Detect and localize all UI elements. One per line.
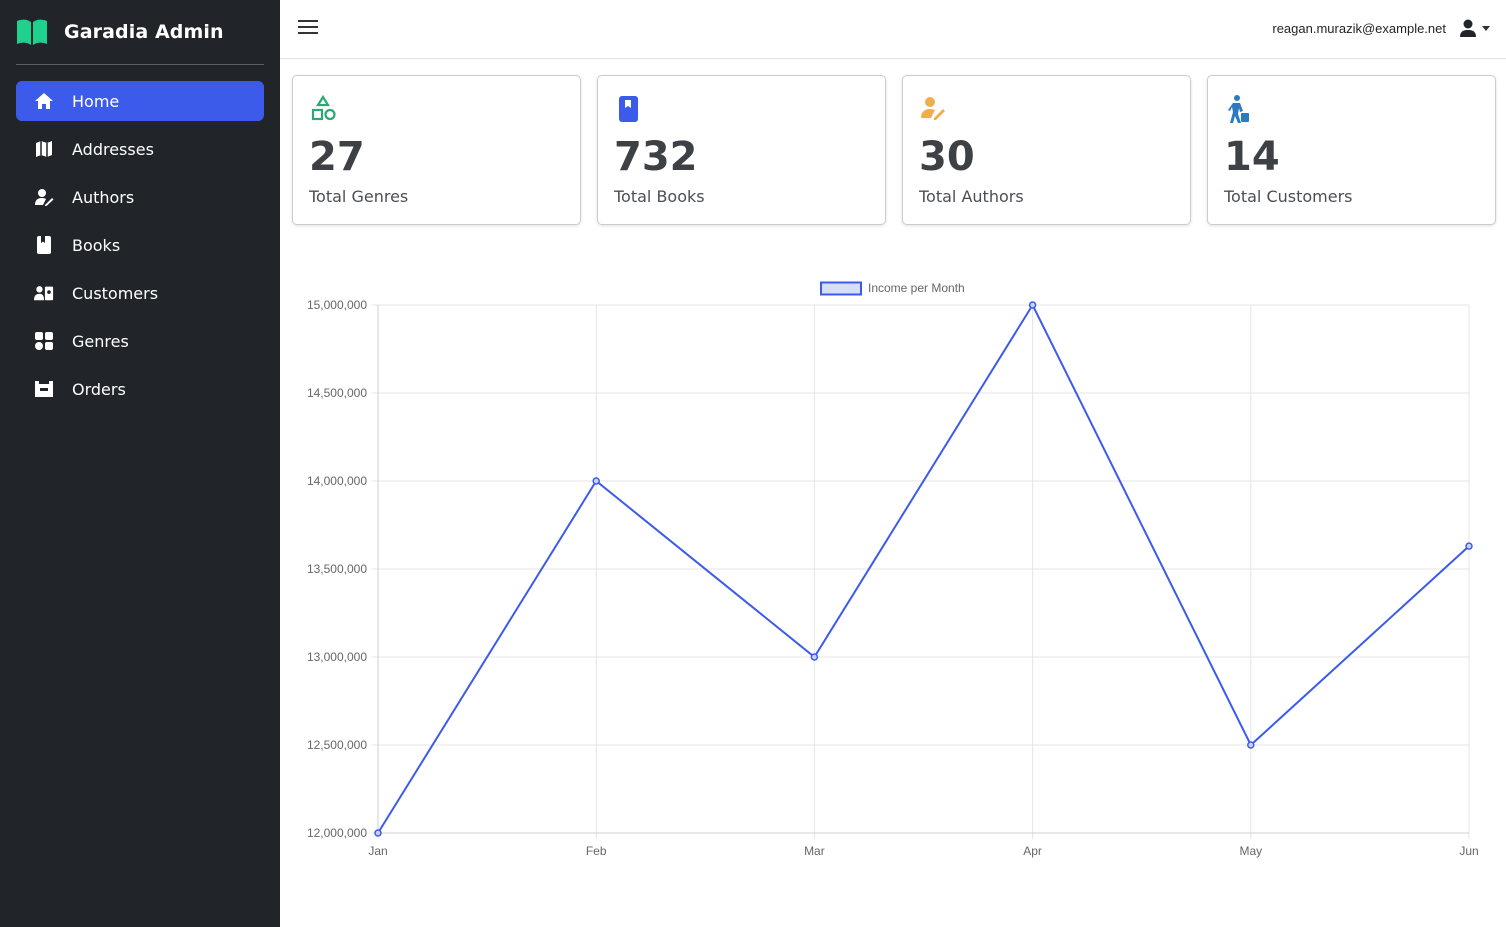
user-menu[interactable]: reagan.murazik@example.net (1272, 18, 1490, 38)
user-pen-icon (921, 97, 945, 120)
sidebar-item-label: Customers (72, 283, 159, 303)
stat-label: Total Authors (919, 187, 1024, 206)
data-point (1028, 301, 1037, 309)
home-icon (34, 91, 54, 111)
sidebar-item-label: Genres (72, 331, 129, 351)
sidebar-item-label: Books (72, 235, 121, 255)
income-line-chart: 15,000,000 14,500,000 14,000,000 13,500,000… (307, 281, 1479, 858)
sidebar-nav: Home Addresses Authors Books Customers (0, 81, 280, 409)
x-tick-label: May (1239, 844, 1262, 858)
data-point (1465, 542, 1473, 550)
shapes-icon (34, 331, 54, 351)
menu-toggle-icon[interactable] (298, 20, 318, 36)
brand[interactable]: Garadia Admin (0, 0, 280, 64)
y-tick-label: 13,000,000 (307, 650, 367, 664)
data-point (1247, 741, 1255, 749)
sidebar-item-home[interactable]: Home (16, 81, 264, 121)
stat-label: Total Customers (1224, 187, 1353, 206)
legend-label: Income per Month (868, 281, 965, 295)
stat-card-authors[interactable]: 30 Total Authors (902, 75, 1191, 225)
map-icon (34, 139, 54, 159)
y-tick-label: 14,000,000 (307, 474, 367, 488)
user-email: reagan.murazik@example.net (1272, 20, 1446, 36)
basket-icon (34, 379, 54, 399)
top-bar: reagan.murazik@example.net (280, 0, 1506, 59)
sidebar-item-orders[interactable]: Orders (16, 369, 264, 409)
stat-card-genres[interactable]: 27 Total Genres (292, 75, 581, 225)
x-tick-label: Jun (1459, 844, 1478, 858)
x-tick-label: Jan (368, 844, 387, 858)
sidebar-item-books[interactable]: Books (16, 225, 264, 265)
sidebar-item-genres[interactable]: Genres (16, 321, 264, 361)
sidebar-item-label: Orders (72, 379, 126, 399)
data-point (374, 829, 382, 837)
y-tick-label: 15,000,000 (307, 298, 367, 312)
sidebar-item-label: Authors (72, 187, 135, 207)
book-icon (619, 96, 638, 122)
y-tick-label: 12,000,000 (307, 826, 367, 840)
stat-value: 30 (919, 134, 975, 180)
y-tick-label: 13,500,000 (307, 562, 367, 576)
y-tick-label: 14,500,000 (307, 386, 367, 400)
sidebar-divider (16, 64, 264, 65)
legend-swatch (820, 281, 862, 296)
sidebar-item-customers[interactable]: Customers (16, 273, 264, 313)
stat-value: 27 (309, 134, 365, 180)
stat-cards: 27 Total Genres 732 Total Books 30 Total… (292, 75, 1496, 225)
y-tick-label: 12,500,000 (307, 738, 367, 752)
stat-label: Total Books (614, 187, 705, 206)
income-chart: 15,000,000 14,500,000 14,000,000 13,500,000… (292, 270, 1492, 870)
book-icon (34, 235, 54, 255)
x-tick-label: Mar (804, 844, 825, 858)
stat-value: 14 (1224, 134, 1280, 180)
stat-card-books[interactable]: 732 Total Books (597, 75, 886, 225)
stat-card-customers[interactable]: 14 Total Customers (1207, 75, 1496, 225)
sidebar-item-addresses[interactable]: Addresses (16, 129, 264, 169)
shapes-icon (311, 94, 336, 121)
x-tick-label: Feb (586, 844, 607, 858)
stat-label: Total Genres (309, 187, 409, 206)
user-icon (1460, 19, 1476, 37)
sidebar-item-label: Home (72, 91, 120, 111)
data-point (810, 653, 819, 661)
traveler-icon (1228, 95, 1249, 123)
app-title: Garadia Admin (64, 21, 224, 43)
sidebar: Garadia Admin Home Addresses Authors Boo (0, 0, 280, 927)
stat-value: 732 (614, 134, 698, 180)
user-pen-icon (34, 187, 54, 207)
sidebar-item-authors[interactable]: Authors (16, 177, 264, 217)
chevron-down-icon (1482, 25, 1490, 31)
sidebar-item-label: Addresses (72, 139, 154, 159)
x-tick-label: Apr (1023, 844, 1042, 858)
data-point (592, 477, 600, 485)
open-book-icon (17, 19, 47, 45)
id-card-icon (34, 283, 54, 303)
series-line (377, 302, 1470, 834)
